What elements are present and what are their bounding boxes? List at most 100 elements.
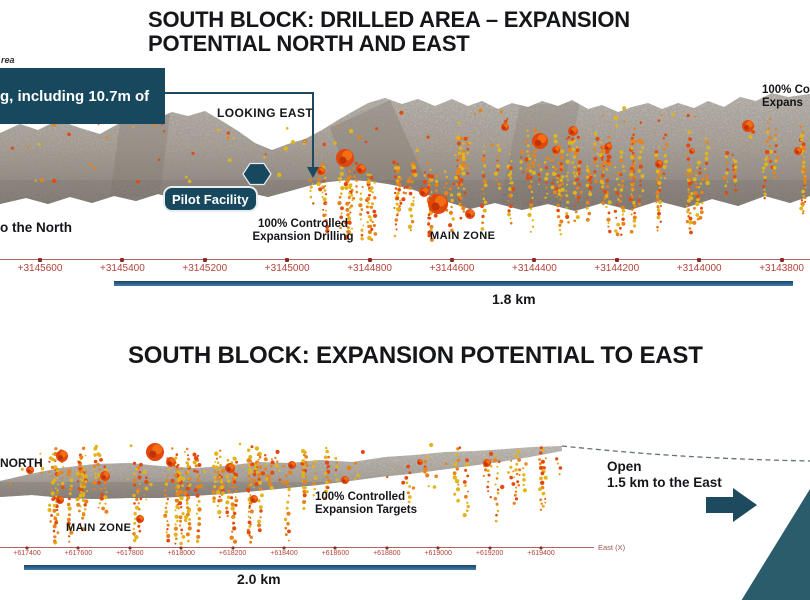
drill-point [333,141,337,145]
drill-point [703,167,707,170]
drill-point [443,170,447,173]
drill-point [176,478,181,483]
drill-point [132,493,136,498]
drill-point [368,186,373,191]
drill-point [234,496,237,499]
slide1-title-line2: POTENTIAL NORTH AND EAST [148,31,470,56]
main-zone-label-bottom: MAIN ZONE [66,522,132,534]
drill-point [393,206,396,210]
drill-point [637,138,642,144]
drill-point [559,219,564,224]
drill-point [175,537,178,540]
main-zone-label-top: MAIN ZONE [430,230,496,242]
drill-point [183,491,188,496]
drill-point [656,195,659,198]
drill-point [801,167,804,170]
drill-point [528,157,532,161]
drill-point [212,499,216,503]
drill-point [571,137,575,142]
drill-point [185,486,189,491]
drill-point [656,208,661,212]
drill-point [394,191,397,195]
drill-point [92,465,96,468]
drill-point [93,488,96,491]
drill-point [232,521,236,525]
drill-point [482,154,486,157]
drill-point [545,172,549,176]
drill-point [234,503,238,507]
drill-point [100,471,110,481]
drill-point [360,450,365,454]
drill-point [278,469,281,473]
drill-point [688,216,693,221]
drill-point [485,459,491,464]
drill-point [232,469,235,472]
drill-point [216,471,220,474]
drill-point [663,177,667,180]
drill-point [77,487,81,491]
drill-point [78,495,81,498]
axis-tick-dot [779,257,784,262]
drill-point [79,505,82,508]
drill-point [410,202,415,207]
drill-point [226,514,229,518]
drill-point [324,471,328,475]
drill-point [371,202,374,206]
drill-point [605,205,608,209]
drill-point [252,478,257,483]
drill-point [537,134,547,144]
drill-point [348,186,352,190]
drill-point [531,225,535,228]
drill-point [411,165,416,170]
drill-point [459,147,462,149]
drill-point [178,480,183,485]
drill-point [216,480,219,483]
axis-tick-label: +3145000 [264,262,310,274]
drill-point [174,542,177,545]
drill-point [265,473,268,477]
drill-point [482,208,487,213]
drill-point [218,495,221,498]
drill-point [460,203,463,206]
drill-point [353,175,356,179]
drill-point [662,148,666,151]
drill-point [325,449,330,454]
drill-point [435,189,438,193]
drill-point [427,201,432,206]
drill-point [303,468,307,473]
drill-point [631,208,634,211]
drill-point [275,449,280,454]
drill-point [185,501,189,505]
drill-point [321,196,324,199]
drill-point [632,176,637,180]
drill-point [620,233,623,236]
drill-point [466,171,469,175]
drill-point [368,193,371,197]
drill-point [174,509,177,512]
drill-point [54,520,59,525]
drill-point [577,156,580,159]
drill-point [604,143,612,151]
drill-point [761,170,765,173]
drill-point [165,531,168,534]
drill-point [56,450,68,462]
drill-point [348,192,351,195]
drill-point [725,171,729,175]
drill-point [800,201,805,207]
drill-point [585,200,590,205]
drill-point [748,134,753,139]
drill-point [432,485,437,489]
drill-point [132,478,137,483]
drill-point [395,195,400,200]
drill-point [164,494,167,497]
drill-point [34,179,37,182]
drill-point [551,171,557,176]
drill-point [317,177,321,181]
drill-point [52,508,57,513]
drill-point [590,181,592,184]
drill-point [466,213,471,218]
drill-point [186,464,190,469]
drill-point [575,178,579,182]
slide2-title: SOUTH BLOCK: EXPANSION POTENTIAL TO EAST [128,342,703,369]
drill-point [336,149,354,167]
